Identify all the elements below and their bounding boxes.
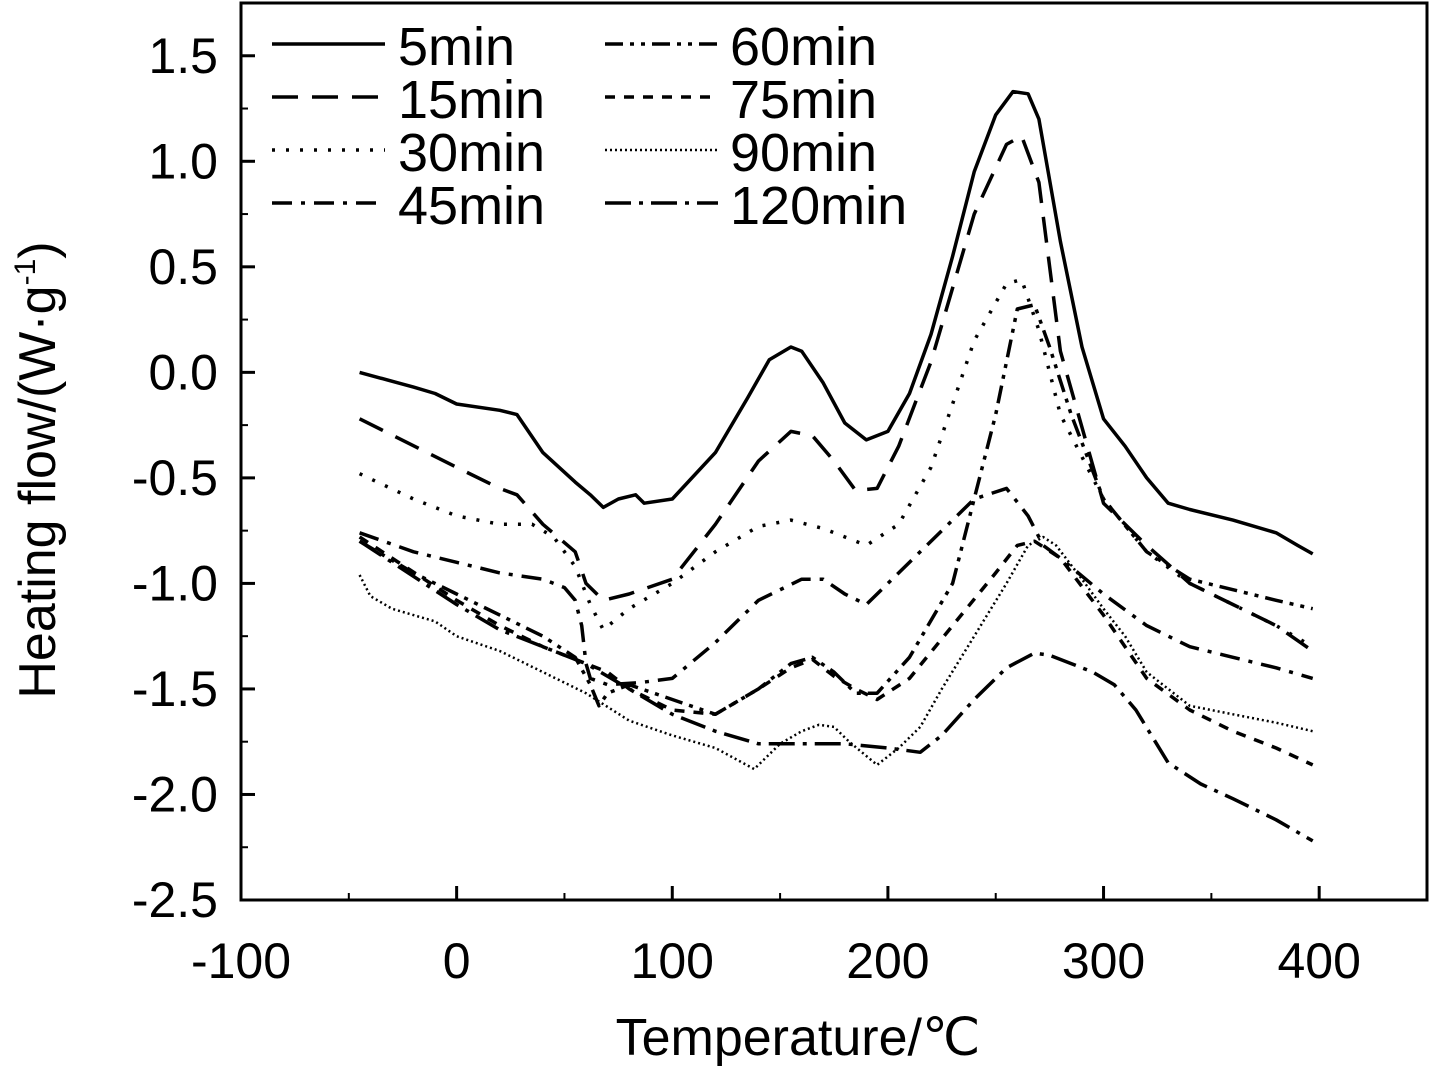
plot-frame bbox=[239, 1, 1429, 902]
legend-label: 45min bbox=[398, 176, 545, 236]
x-tick-label: 0 bbox=[443, 933, 471, 989]
y-tick-label: -2.0 bbox=[132, 766, 218, 822]
axis-ticks bbox=[239, 54, 1321, 902]
y-axis-title-main: Heating flow/(W·g bbox=[9, 285, 67, 698]
legend-entry-75min: 75min bbox=[605, 70, 877, 130]
legend-label: 30min bbox=[398, 123, 545, 183]
y-tick-label: -1.5 bbox=[132, 661, 218, 717]
series-layer bbox=[358, 89, 1314, 843]
y-axis-title-close: ) bbox=[9, 241, 67, 258]
y-tick-label: 1.0 bbox=[148, 133, 218, 189]
legend-label: 5min bbox=[398, 17, 515, 77]
y-tick-label: -0.5 bbox=[132, 450, 218, 506]
y-axis-title-group: Heating flow/(W·g-1) bbox=[9, 241, 67, 698]
y-tick-label: -2.5 bbox=[132, 872, 218, 928]
series-line-120min bbox=[358, 539, 1314, 843]
legend-entry-120min: 120min bbox=[605, 176, 907, 236]
legend-entry-90min: 90min bbox=[605, 123, 877, 183]
series-line-60min bbox=[358, 303, 1314, 717]
x-tick-label: 300 bbox=[1062, 933, 1145, 989]
legend-label: 15min bbox=[398, 70, 545, 130]
plot-border bbox=[239, 1, 1429, 902]
x-tick-label: -100 bbox=[191, 933, 291, 989]
y-tick-labels: 1.5 1.0 0.5 0.0 -0.5 -1.0 -1.5 -2.0 -2.5 bbox=[132, 28, 218, 928]
y-tick-label: -1.0 bbox=[132, 555, 218, 611]
y-tick-label: 0.5 bbox=[148, 239, 218, 295]
series-line-5min bbox=[359, 89, 1314, 556]
series-line-30min bbox=[358, 277, 1314, 649]
legend-label: 120min bbox=[730, 176, 907, 236]
series-line-90min bbox=[358, 535, 1313, 771]
y-axis-title: Heating flow/(W·g-1) bbox=[9, 241, 67, 698]
y-tick-label: 0.0 bbox=[148, 344, 218, 400]
legend-label: 75min bbox=[730, 70, 877, 130]
legend-entry-5min: 5min bbox=[272, 17, 515, 77]
legend-entry-15min: 15min bbox=[272, 70, 545, 130]
x-tick-label: 200 bbox=[846, 933, 929, 989]
legend-entry-60min: 60min bbox=[605, 17, 877, 77]
legend-entry-30min: 30min bbox=[272, 123, 545, 183]
x-tick-labels: -100 0 100 200 300 400 bbox=[191, 933, 1361, 989]
legend-entry-45min: 45min bbox=[272, 176, 545, 236]
legend-label: 60min bbox=[730, 17, 877, 77]
legend-label: 90min bbox=[730, 123, 877, 183]
x-tick-label: 100 bbox=[631, 933, 714, 989]
series-line-45min bbox=[359, 486, 1314, 687]
x-tick-label: 400 bbox=[1277, 933, 1360, 989]
x-axis-title: Temperature/℃ bbox=[616, 1009, 981, 1067]
y-tick-label: 1.5 bbox=[148, 28, 218, 84]
y-axis-title-superscript: -1 bbox=[9, 259, 42, 286]
